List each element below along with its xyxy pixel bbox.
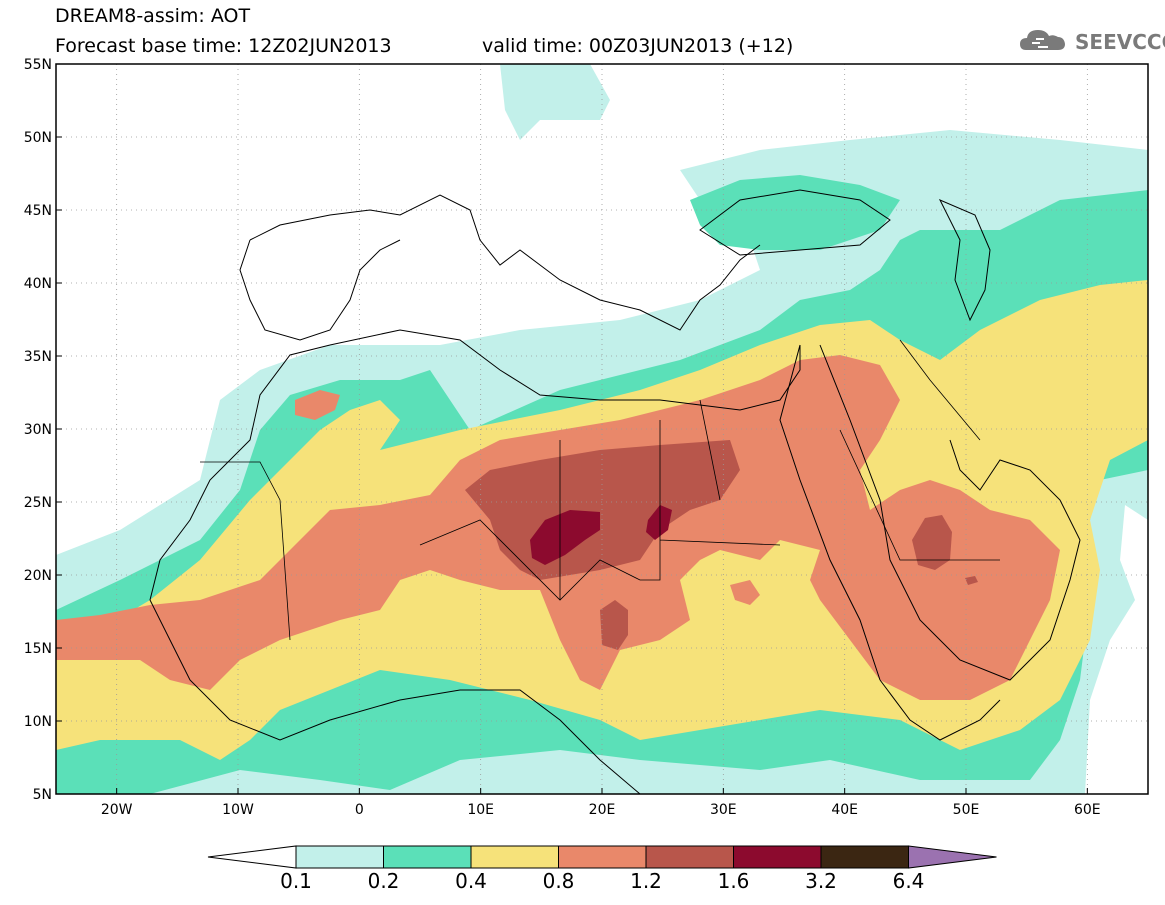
map-gridlines [56, 64, 1148, 794]
lon-tick-label: 0 [355, 802, 364, 818]
lon-tick-label: 10E [467, 802, 494, 818]
border-lines [200, 339, 1000, 641]
coastline-blacksea [699, 189, 891, 256]
longitude-axis: 20W 10W 0 10E 20E 30E 40E 50E 60E [101, 788, 1101, 818]
contour-0.8-chad [730, 580, 760, 605]
colorbar-swatch [820, 845, 909, 869]
coastline-redsea [779, 344, 881, 681]
contour-0.1-baltic [500, 64, 610, 140]
lon-tick-label: 60E [1074, 802, 1101, 818]
lat-tick-label: 45N [24, 203, 52, 219]
colorbar-swatch [470, 845, 559, 869]
colorbar-swatch [645, 845, 734, 869]
contour-1.2-chad [600, 600, 628, 650]
logo-text: SEEVCCC [1075, 30, 1165, 54]
lat-tick-label: 15N [24, 641, 52, 657]
coastline-europe [249, 194, 761, 331]
colorbar-swatch [558, 845, 647, 869]
colorbar-swatch [733, 845, 822, 869]
contour-0.2-blacksea [690, 175, 900, 250]
cloud-icon [1020, 30, 1065, 50]
valid-time: valid time: 00Z03JUN2013 (+12) [482, 35, 794, 57]
colorbar-swatch [383, 845, 472, 869]
colorbar-label: 0.8 [543, 869, 575, 893]
colorbar-arrow-right [908, 845, 997, 869]
lat-tick-label: 10N [24, 714, 52, 730]
colorbar-label: 1.2 [630, 869, 662, 893]
lat-tick-label: 30N [24, 422, 52, 438]
colorbar-label: 6.4 [893, 869, 925, 893]
coastline-caspian [938, 199, 991, 322]
lon-tick-label: 20E [589, 802, 616, 818]
lat-tick-label: 50N [24, 130, 52, 146]
lat-tick-label: 35N [24, 349, 52, 365]
colorbar-label: 3.2 [805, 869, 837, 893]
contour-1.6-b [646, 505, 672, 540]
lat-tick-label: 55N [24, 57, 52, 73]
lon-tick-label: 40E [831, 802, 858, 818]
lat-tick-label: 40N [24, 276, 52, 292]
coastline-eastafrica [879, 679, 1001, 741]
coastlines [149, 189, 1081, 794]
lat-tick-label: 20N [24, 568, 52, 584]
colorbar-label: 1.6 [718, 869, 750, 893]
coastline-westafrica [149, 344, 641, 794]
lat-tick-label: 5N [33, 787, 52, 803]
colorbar-label: 0.2 [368, 869, 400, 893]
contour-1.6 [530, 510, 600, 565]
lon-tick-label: 10W [222, 802, 254, 818]
colorbar-arrow-left [207, 845, 297, 869]
coastline-iberia [239, 239, 401, 341]
coastline-mediterranean-south [329, 329, 801, 411]
lon-tick-label: 30E [710, 802, 737, 818]
colorbar-label: 0.1 [280, 869, 312, 893]
map-title: DREAM8-assim: AOT [55, 5, 251, 27]
contour-0.8-morocco [295, 390, 340, 420]
contour-1.2-arabia [912, 515, 952, 570]
coastline-arabia [819, 344, 1081, 681]
latitude-axis: 55N 50N 45N 40N 35N 30N 25N 20N 15N 10N 5N [24, 57, 62, 803]
forecast-base-time: Forecast base time: 12Z02JUN2013 [55, 35, 392, 57]
lon-tick-label: 50E [953, 802, 980, 818]
lon-tick-label: 20W [101, 802, 133, 818]
contour-1.2-arabia2 [965, 576, 978, 585]
colorbar-label: 0.4 [455, 869, 487, 893]
colorbar: 0.1 0.2 0.4 0.8 1.2 1.6 3.2 6.4 [207, 845, 997, 893]
colorbar-swatch [295, 845, 384, 869]
lat-tick-label: 25N [24, 495, 52, 511]
